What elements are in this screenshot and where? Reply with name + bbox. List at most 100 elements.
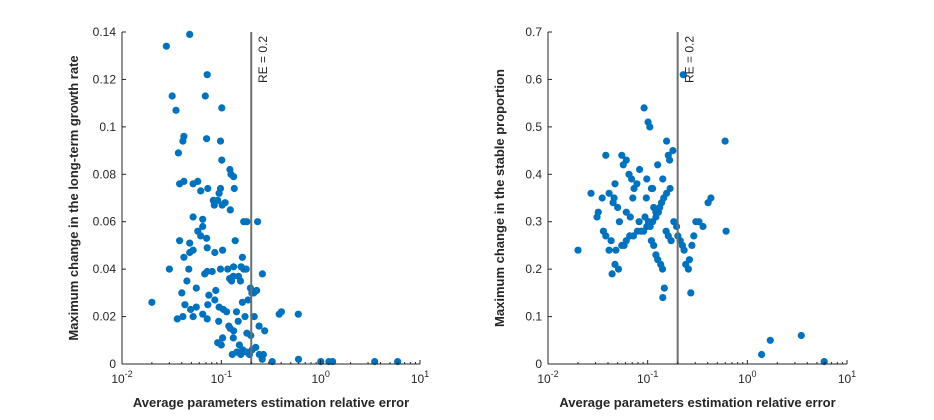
x-axis-label: Average parameters estimation relative e… bbox=[133, 395, 409, 410]
scatter-point bbox=[797, 331, 805, 340]
scatter-point bbox=[186, 239, 194, 247]
scatter-point bbox=[614, 203, 622, 212]
scatter-point bbox=[186, 30, 194, 38]
y-tick-label: 0.08 bbox=[93, 167, 117, 181]
scatter-point bbox=[663, 137, 671, 145]
scatter-point bbox=[277, 308, 285, 316]
y-tick-label: 0.6 bbox=[525, 72, 542, 86]
scatter-point bbox=[204, 301, 212, 309]
scatter-point bbox=[211, 296, 219, 304]
scatter-point bbox=[241, 313, 249, 321]
scatter-point bbox=[371, 358, 379, 366]
scatter-point bbox=[199, 310, 207, 318]
scatter-point bbox=[649, 184, 657, 193]
scatter-point bbox=[243, 329, 251, 337]
scatter-point bbox=[192, 303, 200, 311]
x-tick-label: 101 bbox=[411, 369, 429, 386]
scatter-point bbox=[255, 322, 263, 330]
scatter-point bbox=[244, 296, 252, 304]
scatter-point bbox=[179, 137, 187, 145]
scatter-point bbox=[254, 218, 262, 226]
scatter-point bbox=[602, 151, 610, 159]
y-tick-label: 0.1 bbox=[99, 120, 116, 134]
scatter-point bbox=[180, 177, 188, 185]
scatter-point bbox=[294, 310, 302, 318]
scatter-point bbox=[197, 187, 205, 195]
scatter-point bbox=[226, 206, 234, 214]
scatter-point bbox=[614, 265, 623, 273]
scatter-point bbox=[218, 104, 226, 112]
scatter-point bbox=[221, 199, 229, 207]
x-tick-label: 10-2 bbox=[537, 369, 558, 386]
y-tick-label: 0.02 bbox=[93, 310, 117, 324]
scatter-point bbox=[185, 265, 193, 273]
scatter-point bbox=[211, 248, 219, 257]
scatter-point bbox=[148, 298, 156, 306]
scatter-point bbox=[173, 315, 181, 323]
right-scatter-panel: RE = 0.2 0 0.1 0.2 0.3 0.4 0.5 0.6 0.7 10-2 10-1 10… bbox=[492, 25, 856, 410]
scatter-point bbox=[205, 291, 213, 299]
scatter-point bbox=[219, 246, 227, 254]
scatter-point bbox=[238, 253, 246, 261]
scatter-point bbox=[226, 324, 234, 332]
scatter-point bbox=[685, 256, 694, 264]
scatter-point bbox=[231, 237, 239, 245]
scatter-point bbox=[218, 156, 226, 164]
scatter-point bbox=[633, 227, 642, 235]
scatter-point bbox=[673, 222, 681, 231]
scatter-point bbox=[635, 218, 643, 226]
scatter-point bbox=[253, 286, 261, 295]
reference-line-label: RE = 0.2 bbox=[683, 36, 697, 83]
scatter-point bbox=[162, 42, 170, 50]
scatter-point bbox=[216, 184, 225, 193]
scatter-point bbox=[212, 286, 220, 295]
scatter-point bbox=[217, 341, 225, 349]
scatter-point bbox=[615, 218, 624, 226]
scatter-point bbox=[695, 218, 703, 226]
y-tick-label: 0.3 bbox=[525, 215, 542, 229]
scatter-point bbox=[626, 213, 634, 221]
scatter-point bbox=[210, 201, 218, 209]
scatter-point bbox=[172, 106, 180, 114]
scatter-point bbox=[618, 151, 626, 159]
scatter-point bbox=[660, 284, 668, 292]
scatter-point bbox=[176, 237, 184, 245]
scatter-point bbox=[329, 358, 337, 366]
scatter-point bbox=[187, 305, 195, 314]
scatter-point bbox=[180, 253, 188, 261]
scatter-point bbox=[261, 327, 269, 335]
scatter-point bbox=[636, 165, 644, 174]
scatter-point bbox=[650, 241, 658, 249]
scatter-point bbox=[168, 92, 176, 100]
scatter-point bbox=[612, 246, 620, 254]
x-tick-label: 100 bbox=[311, 369, 329, 386]
scatter-point bbox=[204, 184, 212, 193]
scatter-point bbox=[259, 350, 267, 359]
y-axis-label: Maximum change in the long-term growth r… bbox=[66, 55, 81, 340]
scatter-point bbox=[679, 71, 687, 79]
reference-line-label: RE = 0.2 bbox=[256, 36, 270, 83]
scatter-point bbox=[268, 358, 276, 366]
scatter-point bbox=[605, 246, 613, 254]
scatter-point bbox=[199, 215, 207, 223]
scatter-point bbox=[633, 180, 641, 188]
scatter-point bbox=[669, 147, 677, 155]
scatter-point bbox=[609, 199, 617, 207]
scatter-point bbox=[236, 277, 245, 285]
scatter-point bbox=[230, 263, 238, 271]
scatter-point bbox=[619, 161, 627, 169]
scatter-point bbox=[294, 355, 303, 363]
scatter-point bbox=[165, 265, 173, 273]
scatter-point bbox=[758, 350, 766, 359]
scatter-point bbox=[667, 237, 675, 245]
scatter-point bbox=[203, 234, 211, 242]
scatter-point bbox=[642, 194, 650, 202]
scatter-point bbox=[644, 218, 653, 226]
scatter-point bbox=[201, 270, 209, 278]
scatter-point bbox=[203, 315, 211, 323]
scatter-point bbox=[602, 232, 610, 240]
scatter-point bbox=[658, 265, 667, 273]
scatter-point bbox=[250, 313, 258, 321]
scatter-point bbox=[239, 346, 247, 354]
